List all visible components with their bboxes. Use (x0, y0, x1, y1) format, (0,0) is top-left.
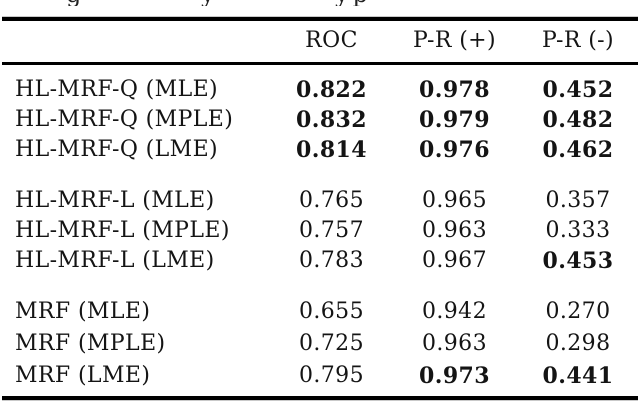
value-cell: 0.333 (545, 218, 611, 243)
value-cell: 0.655 (299, 299, 364, 324)
table-row: MRF (MPLE) 0.725 0.963 0.298 (0, 328, 640, 360)
value-cell: 0.298 (545, 331, 611, 356)
value-cell: 0.963 (422, 331, 487, 356)
value-cell: 0.757 (299, 218, 364, 243)
table-row: HL-MRF-Q (MPLE) 0.832 0.979 0.482 (0, 105, 640, 135)
row-label: MRF (MLE) (15, 299, 151, 324)
value-cell: 0.973 (419, 363, 490, 389)
value-cell: 0.452 (542, 77, 614, 103)
value-cell: 0.978 (419, 77, 490, 103)
value-cell: 0.441 (542, 363, 614, 389)
value-cell: 0.967 (422, 248, 487, 273)
value-cell: 0.462 (542, 137, 614, 163)
header-roc: ROC (305, 28, 358, 53)
caption-fragment: g (66, 0, 81, 6)
row-label: HL-MRF-Q (MPLE) (15, 107, 234, 132)
table-row: HL-MRF-L (LME) 0.783 0.967 0.453 (0, 246, 640, 276)
table-row: MRF (MLE) 0.655 0.942 0.270 (0, 296, 640, 328)
value-cell: 0.965 (422, 188, 487, 213)
row-label: HL-MRF-L (MPLE) (15, 218, 230, 243)
table-row: HL-MRF-L (MPLE) 0.757 0.963 0.333 (0, 216, 640, 246)
row-label: MRF (MPLE) (15, 331, 166, 356)
table-body: HL-MRF-Q (MLE) 0.822 0.978 0.452 HL-MRF-Q (M… (0, 65, 640, 392)
table-group: HL-MRF-Q (MLE) 0.822 0.978 0.452 HL-MRF-Q (M… (0, 65, 640, 165)
value-cell: 0.783 (299, 248, 364, 273)
value-cell: 0.814 (296, 137, 367, 163)
table-header-rule (2, 62, 638, 65)
row-label: HL-MRF-Q (MLE) (15, 77, 219, 102)
table-row: HL-MRF-Q (LME) 0.814 0.976 0.462 (0, 135, 640, 165)
table-top-rule (2, 17, 638, 21)
value-cell: 0.963 (422, 218, 487, 243)
value-cell: 0.725 (299, 331, 364, 356)
cropped-caption-line: g y yp (0, 0, 640, 6)
value-cell: 0.979 (419, 107, 490, 133)
value-cell: 0.795 (299, 363, 364, 388)
table-row: HL-MRF-L (MLE) 0.765 0.965 0.357 (0, 186, 640, 216)
header-pr-negative: P-R (-) (542, 28, 614, 53)
header-pr-positive: P-R (+) (413, 28, 496, 53)
value-cell: 0.765 (299, 188, 364, 213)
value-cell: 0.482 (542, 107, 614, 133)
value-cell: 0.822 (296, 77, 367, 103)
caption-fragment: y (201, 0, 215, 6)
table-group: HL-MRF-L (MLE) 0.765 0.965 0.357 HL-MRF-L (M… (0, 186, 640, 276)
row-label: HL-MRF-Q (LME) (15, 137, 219, 162)
value-cell: 0.453 (542, 248, 614, 274)
value-cell: 0.270 (545, 299, 611, 324)
value-cell: 0.942 (422, 299, 487, 324)
table-group: MRF (MLE) 0.655 0.942 0.270 MRF (MPLE) 0.725 0… (0, 296, 640, 392)
caption-fragment: yp (335, 0, 372, 6)
value-cell: 0.832 (296, 107, 367, 133)
table-row: MRF (LME) 0.795 0.973 0.441 (0, 360, 640, 392)
table-row: HL-MRF-Q (MLE) 0.822 0.978 0.452 (0, 75, 640, 105)
row-label: HL-MRF-L (LME) (15, 248, 215, 273)
row-label: MRF (LME) (15, 363, 151, 388)
table-header-row: ROC P-R (+) P-R (-) (0, 26, 640, 56)
row-label: HL-MRF-L (MLE) (15, 188, 215, 213)
table-bottom-rule (2, 396, 638, 400)
value-cell: 0.976 (419, 137, 490, 163)
value-cell: 0.357 (545, 188, 611, 213)
